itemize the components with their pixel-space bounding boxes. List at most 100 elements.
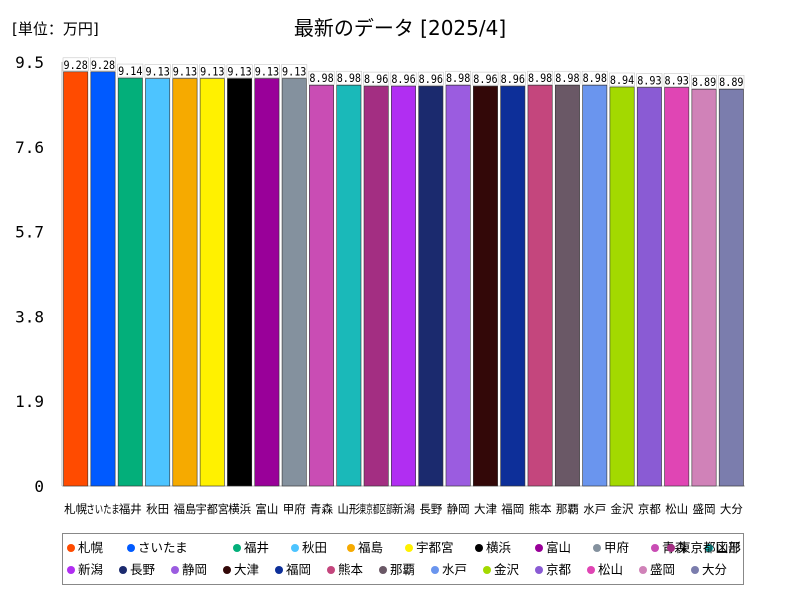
value-label: 9.13 [145,65,169,79]
legend-item: 宇都宮 [405,540,454,556]
legend-label: 京都 [546,562,572,577]
x-tick-label: 水戸 [583,502,606,516]
legend-item: 大分 [691,562,727,578]
x-tick-label: 金沢 [611,502,634,516]
bar [472,85,498,487]
legend-swatch [327,566,335,574]
legend-label: 大分 [702,562,728,577]
value-label: 9.13 [173,65,197,79]
value-label-box [691,74,717,89]
legend-item: 甲府 [593,540,629,556]
legend-item: 松山 [587,562,623,578]
value-label-box [554,70,581,85]
legend-swatch [119,566,127,574]
bar [500,85,526,487]
value-label: 8.89 [692,75,716,89]
x-tick-label: 福島 [173,502,196,516]
value-label: 8.98 [446,71,470,85]
legend-label: 福島 [358,540,384,555]
legend-label: 盛岡 [650,562,676,577]
legend-label: 金沢 [494,562,520,577]
x-tick-label: 新潟 [392,502,415,516]
x-tick-label: 宇都宮 [196,502,229,516]
bar [391,85,416,487]
legend-item: 横浜 [475,540,511,556]
value-label-box [445,70,472,85]
legend-item: 福井 [233,540,269,556]
legend-swatch [379,566,387,574]
bar [664,87,690,487]
legend-item: 富山 [535,540,571,556]
value-label-box [117,63,144,78]
legend-item: 秋田 [291,540,327,556]
value-label-box [527,70,554,85]
legend-swatch [291,544,299,552]
legend-label: 東京都区部 [678,540,741,555]
value-label-box [226,64,253,78]
bar [527,84,553,487]
legend-label: 甲府 [604,540,630,555]
bar [90,71,116,487]
x-tick-label: 静岡 [447,502,470,516]
legend-swatch [705,544,713,552]
legend-item: 東京都区部 [667,540,741,556]
value-label-box [472,71,499,86]
value-label-box [636,73,663,87]
legend-item: 札幌 [67,540,103,556]
value-label: 8.89 [719,75,743,89]
legend-swatch [535,566,543,574]
legend-swatch [275,566,283,574]
x-tick-label: 札幌 [64,502,87,516]
legend-label: 福井 [244,540,270,555]
x-tick-label: 京都 [638,502,661,516]
y-tick-label: 3.8 [15,307,44,326]
value-label-box [144,64,171,78]
value-label-box [172,64,198,78]
value-label: 8.96 [364,72,388,86]
value-label: 8.96 [501,72,525,86]
value-label-box [199,64,226,78]
legend-swatch [171,566,179,574]
y-tick-label: 1.9 [15,392,44,411]
bar [199,78,225,487]
legend-item: 大津 [223,562,259,578]
x-tick-label: 那覇 [556,502,579,516]
value-label: 8.93 [637,73,661,87]
legend-label: 札幌 [78,540,104,555]
bar [309,84,335,487]
x-tick-label: さいたま [86,502,119,516]
legend-swatch [233,544,241,552]
value-label-box [62,57,89,72]
x-tick-label: 東京都区部 [360,502,393,516]
bar [172,78,198,487]
value-label: 8.98 [555,71,579,85]
legend-swatch [691,566,699,574]
x-tick-label: 福岡 [501,502,524,516]
value-label: 9.13 [227,65,251,79]
x-tick-label: 甲府 [283,502,306,516]
legend-item: 那覇 [379,562,415,578]
bar [254,78,280,487]
bar [281,78,307,487]
value-label: 9.28 [64,58,88,72]
legend-swatch [639,566,647,574]
bar [336,84,362,487]
value-label: 8.98 [337,71,361,85]
legend-label: 横浜 [486,540,512,555]
value-label: 8.98 [528,71,552,85]
bar [609,86,635,487]
legend-swatch [535,544,543,552]
value-label: 9.28 [91,58,115,72]
legend-item: 静岡 [171,562,207,578]
x-tick-label: 青森 [310,502,333,516]
y-tick-label: 9.5 [15,53,44,72]
y-tick-label: 0 [34,477,44,496]
bar [418,85,444,487]
y-tick-label: 7.6 [15,138,44,157]
x-tick-label: 秋田 [146,502,169,516]
value-label: 8.96 [391,72,415,86]
value-label: 8.96 [473,72,497,86]
legend-item: 福島 [347,540,383,556]
legend-label: 水戸 [442,562,468,577]
bar [445,84,471,487]
